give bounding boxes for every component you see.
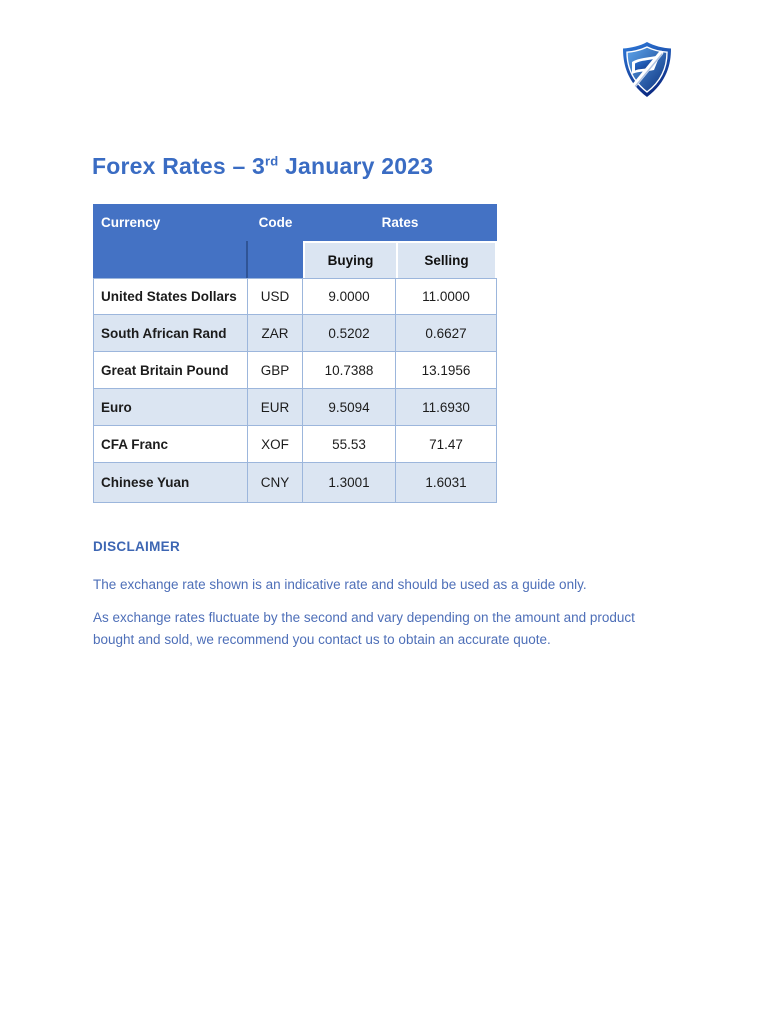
- table-header-blank-code: [248, 241, 303, 278]
- disclaimer-paragraph-2-line-2: bought and sold, we recommend you contac…: [93, 631, 551, 647]
- table-cell-buying: 9.5094: [303, 389, 396, 426]
- table-cell-buying: 1.3001: [303, 463, 396, 503]
- table-cell-buying: 10.7388: [303, 352, 396, 389]
- table-cell-currency: South African Rand: [93, 315, 248, 352]
- table-subheader-buying: Buying: [303, 241, 396, 278]
- table-cell-buying: 9.0000: [303, 278, 396, 315]
- table-cell-selling: 11.0000: [396, 278, 497, 315]
- forex-rates-table: Currency Code Rates Buying Selling Unite…: [93, 204, 497, 503]
- table-cell-code: GBP: [248, 352, 303, 389]
- page-title-prefix: Forex Rates – 3: [92, 153, 266, 179]
- page-title-suffix: January 2023: [278, 153, 434, 179]
- page-title: Forex Rates – 3rd January 2023: [92, 153, 433, 180]
- table-cell-currency: Euro: [93, 389, 248, 426]
- table-cell-code: USD: [248, 278, 303, 315]
- table-cell-code: CNY: [248, 463, 303, 503]
- table-cell-selling: 0.6627: [396, 315, 497, 352]
- table-cell-currency: CFA Franc: [93, 426, 248, 463]
- table-header-code: Code: [248, 204, 303, 241]
- disclaimer-paragraph-2: As exchange rates fluctuate by the secon…: [93, 607, 653, 650]
- table-cell-currency: Great Britain Pound: [93, 352, 248, 389]
- table-cell-code: XOF: [248, 426, 303, 463]
- table-header-rates: Rates: [303, 204, 497, 241]
- disclaimer-section: DISCLAIMER The exchange rate shown is an…: [93, 539, 653, 650]
- page-title-ordinal: rd: [265, 153, 279, 169]
- table-cell-selling: 71.47: [396, 426, 497, 463]
- table-cell-selling: 11.6930: [396, 389, 497, 426]
- table-header-blank-currency: [93, 241, 248, 278]
- table-cell-buying: 0.5202: [303, 315, 396, 352]
- standard-bank-shield-logo: [623, 42, 671, 97]
- table-cell-buying: 55.53: [303, 426, 396, 463]
- table-cell-currency: Chinese Yuan: [93, 463, 248, 503]
- table-cell-code: EUR: [248, 389, 303, 426]
- disclaimer-paragraph-2-line-1: As exchange rates fluctuate by the secon…: [93, 610, 635, 625]
- table-subheader-selling: Selling: [396, 241, 497, 278]
- table-cell-selling: 13.1956: [396, 352, 497, 389]
- table-cell-selling: 1.6031: [396, 463, 497, 503]
- table-cell-currency: United States Dollars: [93, 278, 248, 315]
- table-cell-code: ZAR: [248, 315, 303, 352]
- disclaimer-paragraph-1: The exchange rate shown is an indicative…: [93, 577, 587, 592]
- table-header-currency: Currency: [93, 204, 248, 241]
- disclaimer-heading: DISCLAIMER: [93, 539, 180, 554]
